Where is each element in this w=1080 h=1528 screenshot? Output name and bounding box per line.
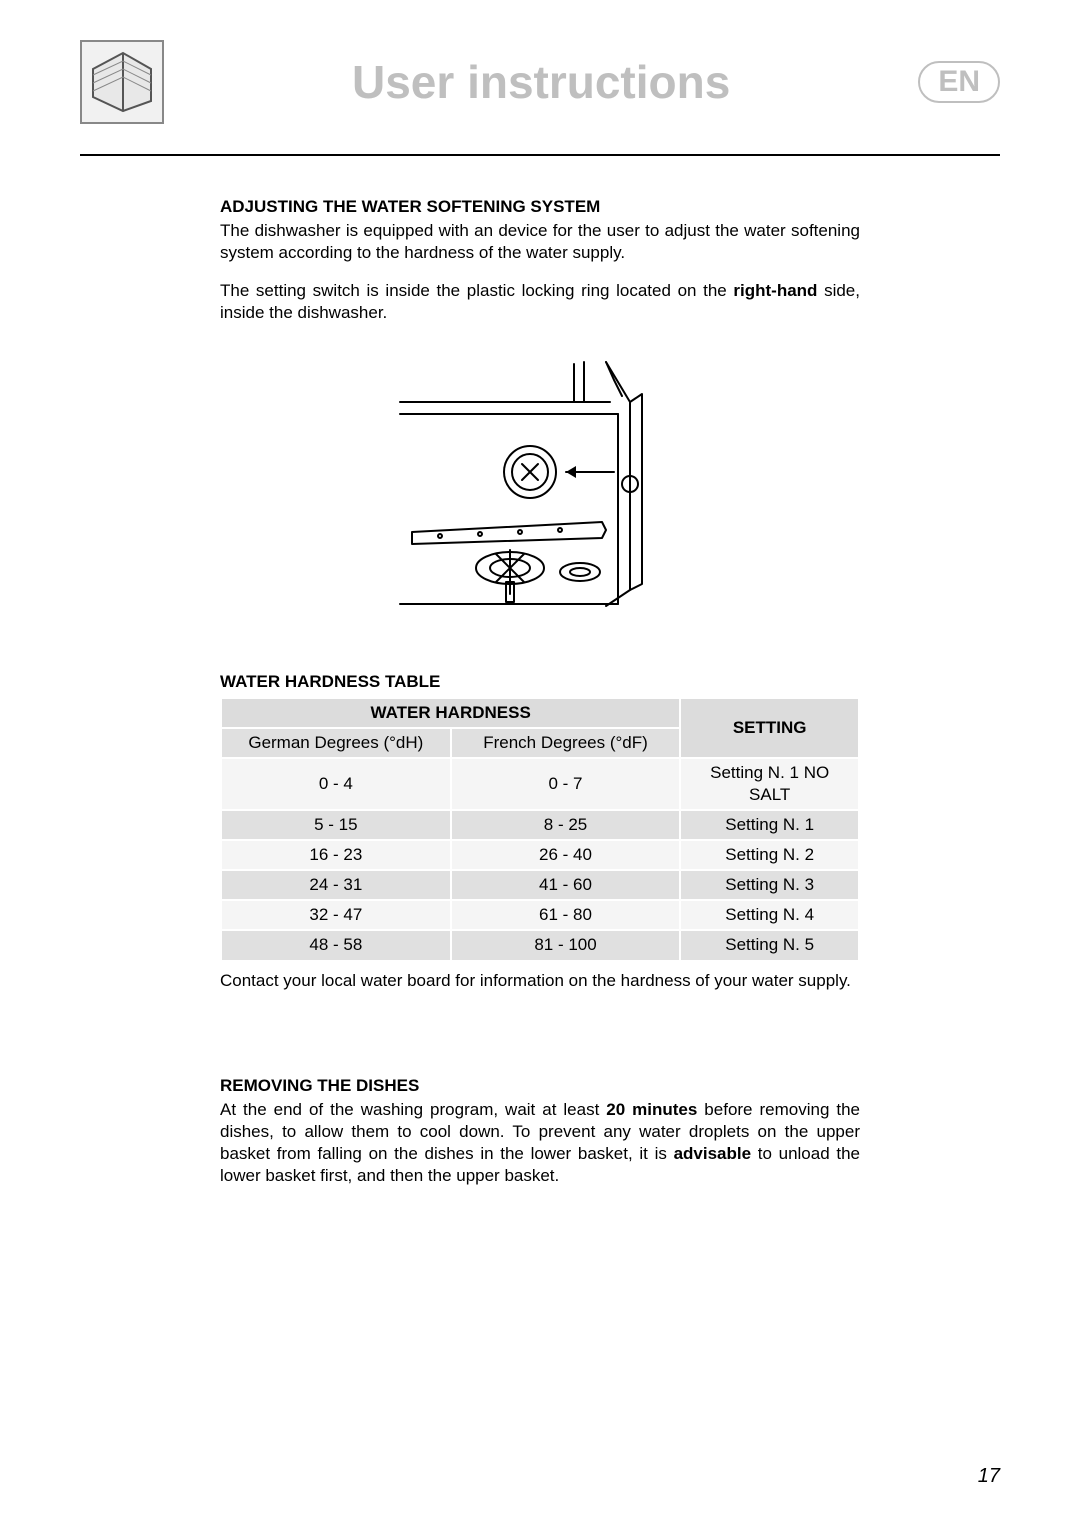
cell-german: 16 - 23 [221, 840, 451, 870]
cell-french: 81 - 100 [451, 930, 681, 960]
cell-setting: Setting N. 4 [680, 900, 859, 930]
cell-german: 0 - 4 [221, 758, 451, 810]
hardness-note: Contact your local water board for infor… [220, 970, 860, 992]
cell-french: 61 - 80 [451, 900, 681, 930]
page-content: ADJUSTING THE WATER SOFTENING SYSTEM The… [80, 196, 1000, 1187]
softener-para-2: The setting switch is inside the plastic… [220, 280, 860, 324]
cell-german: 32 - 47 [221, 900, 451, 930]
page-number: 17 [978, 1465, 1000, 1488]
cell-setting: Setting N. 2 [680, 840, 859, 870]
hardness-table-heading: WATER HARDNESS TABLE [220, 671, 860, 693]
col-group-hardness: WATER HARDNESS [221, 698, 680, 728]
book-icon [89, 49, 155, 115]
header-divider [80, 154, 1000, 156]
spacer [220, 1009, 860, 1057]
col-french: French Degrees (°dF) [451, 728, 681, 758]
col-setting: SETTING [680, 698, 859, 758]
table-row: 0 - 4 0 - 7 Setting N. 1 NO SALT [221, 758, 859, 810]
softener-para-2-pre: The setting switch is inside the plastic… [220, 281, 733, 300]
cell-german: 5 - 15 [221, 810, 451, 840]
dishwasher-diagram-icon [370, 354, 710, 614]
removing-bold-2: advisable [674, 1144, 752, 1163]
softener-heading: ADJUSTING THE WATER SOFTENING SYSTEM [220, 196, 860, 218]
cell-french: 41 - 60 [451, 870, 681, 900]
cell-german: 24 - 31 [221, 870, 451, 900]
removing-para: At the end of the washing program, wait … [220, 1099, 860, 1187]
page-header: User instructions EN [80, 40, 1000, 144]
table-row: 32 - 47 61 - 80 Setting N. 4 [221, 900, 859, 930]
page: User instructions EN ADJUSTING THE WATER… [0, 0, 1080, 1528]
cell-setting: Setting N. 3 [680, 870, 859, 900]
removing-heading: REMOVING THE DISHES [220, 1075, 860, 1097]
table-row: 16 - 23 26 - 40 Setting N. 2 [221, 840, 859, 870]
cell-setting: Setting N. 1 NO SALT [680, 758, 859, 810]
table-row: 48 - 58 81 - 100 Setting N. 5 [221, 930, 859, 960]
manual-logo-icon [80, 40, 164, 124]
removing-pre: At the end of the washing program, wait … [220, 1100, 606, 1119]
table-row: 24 - 31 41 - 60 Setting N. 3 [221, 870, 859, 900]
col-german: German Degrees (°dH) [221, 728, 451, 758]
cell-setting: Setting N. 5 [680, 930, 859, 960]
table-row: 5 - 15 8 - 25 Setting N. 1 [221, 810, 859, 840]
softener-figure [220, 354, 860, 620]
page-title: User instructions [164, 55, 918, 109]
table-header-row-1: WATER HARDNESS SETTING [221, 698, 859, 728]
cell-french: 0 - 7 [451, 758, 681, 810]
cell-french: 8 - 25 [451, 810, 681, 840]
water-hardness-table: WATER HARDNESS SETTING German Degrees (°… [220, 697, 860, 962]
language-badge: EN [918, 61, 1000, 103]
softener-para-1: The dishwasher is equipped with an devic… [220, 220, 860, 264]
cell-german: 48 - 58 [221, 930, 451, 960]
cell-setting: Setting N. 1 [680, 810, 859, 840]
softener-para-2-bold: right-hand [733, 281, 817, 300]
cell-french: 26 - 40 [451, 840, 681, 870]
removing-bold-1: 20 minutes [606, 1100, 697, 1119]
